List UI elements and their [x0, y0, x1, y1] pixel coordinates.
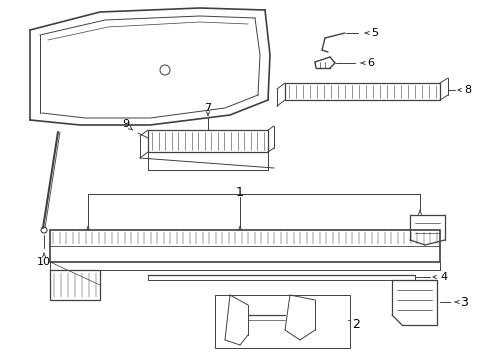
Text: 5: 5	[371, 28, 378, 38]
Text: 10: 10	[37, 257, 51, 267]
Text: 4: 4	[441, 272, 447, 282]
Text: 6: 6	[368, 58, 374, 68]
Bar	[148, 130, 268, 152]
Bar	[215, 295, 350, 348]
Text: 1: 1	[236, 185, 244, 198]
Bar	[285, 83, 440, 100]
Text: 9: 9	[122, 119, 129, 129]
Text: 7: 7	[204, 103, 212, 113]
Bar	[50, 270, 100, 300]
Text: 8: 8	[465, 85, 471, 95]
Bar	[50, 230, 440, 262]
Text: 3: 3	[460, 296, 468, 309]
Text: 2: 2	[352, 319, 360, 332]
